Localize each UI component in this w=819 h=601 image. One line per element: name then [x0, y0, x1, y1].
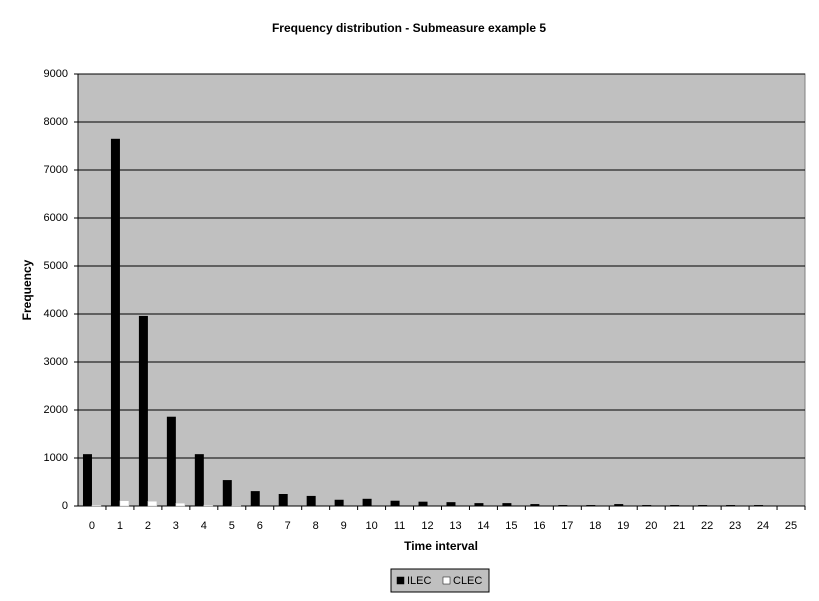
- bar: [306, 495, 316, 506]
- chart-title: Frequency distribution - Submeasure exam…: [272, 21, 546, 35]
- x-tick-label: 6: [257, 520, 263, 532]
- x-tick-label: 13: [449, 520, 461, 532]
- bar: [110, 138, 120, 507]
- bar: [446, 502, 456, 506]
- x-tick-label: 14: [477, 520, 489, 532]
- legend-swatch: [396, 576, 405, 585]
- legend-label: ILEC: [407, 575, 432, 587]
- x-tick-label: 10: [365, 520, 377, 532]
- y-tick-label: 0: [62, 500, 68, 512]
- bar: [418, 501, 428, 506]
- legend-box: [390, 568, 490, 593]
- bar: [222, 480, 232, 506]
- x-tick-label: 20: [645, 520, 657, 532]
- bar: [474, 503, 484, 506]
- legend-swatch: [442, 576, 451, 585]
- bar: [390, 500, 400, 506]
- bar: [642, 505, 652, 506]
- x-tick-label: 8: [313, 520, 319, 532]
- bar: [82, 454, 92, 506]
- x-tick-label: 24: [757, 520, 769, 532]
- x-tick-label: 1: [117, 520, 123, 532]
- bar: [166, 416, 176, 506]
- y-tick-label: 8000: [44, 116, 68, 128]
- x-tick-label: 5: [229, 520, 235, 532]
- x-tick-label: 25: [785, 520, 797, 532]
- y-tick-label: 7000: [44, 164, 68, 176]
- legend-label: CLEC: [453, 575, 482, 587]
- x-axis-label: Time interval: [404, 539, 478, 553]
- bar: [138, 315, 148, 506]
- bar: [334, 499, 344, 506]
- x-tick-label: 17: [561, 520, 573, 532]
- y-tick-label: 4000: [44, 308, 68, 320]
- y-tick-label: 9000: [44, 68, 68, 80]
- x-tick-label: 18: [589, 520, 601, 532]
- bar: [91, 504, 102, 507]
- bar: [175, 502, 186, 507]
- bar: [754, 505, 764, 506]
- bar: [203, 504, 214, 507]
- x-tick-label: 15: [505, 520, 517, 532]
- bar: [119, 500, 130, 507]
- bar: [530, 504, 540, 506]
- x-tick-label: 19: [617, 520, 629, 532]
- bar: [362, 498, 372, 506]
- x-tick-label: 21: [673, 520, 685, 532]
- bar: [502, 503, 512, 506]
- bar: [278, 494, 288, 506]
- bar: [726, 505, 736, 506]
- x-tick-label: 2: [145, 520, 151, 532]
- x-tick-label: 9: [341, 520, 347, 532]
- x-tick-label: 0: [89, 520, 95, 532]
- bar: [147, 500, 158, 507]
- y-tick-label: 3000: [44, 356, 68, 368]
- bar: [698, 505, 708, 506]
- x-tick-label: 11: [394, 520, 405, 532]
- y-tick-label: 1000: [44, 452, 68, 464]
- x-tick-label: 22: [701, 520, 713, 532]
- bar: [558, 505, 568, 506]
- bar: [250, 491, 260, 506]
- y-axis-label: Frequency: [20, 259, 34, 320]
- y-tick-label: 5000: [44, 260, 68, 272]
- x-tick-label: 23: [729, 520, 741, 532]
- x-tick-label: 3: [173, 520, 179, 532]
- plot-area: [77, 73, 806, 507]
- y-tick-label: 2000: [44, 404, 68, 416]
- y-tick-label: 6000: [44, 212, 68, 224]
- x-tick-label: 7: [285, 520, 291, 532]
- bar: [614, 504, 624, 506]
- x-tick-label: 12: [421, 520, 433, 532]
- x-tick-label: 16: [533, 520, 545, 532]
- bar: [586, 505, 596, 506]
- bar: [194, 454, 204, 506]
- x-tick-label: 4: [201, 520, 207, 532]
- bar: [670, 505, 680, 506]
